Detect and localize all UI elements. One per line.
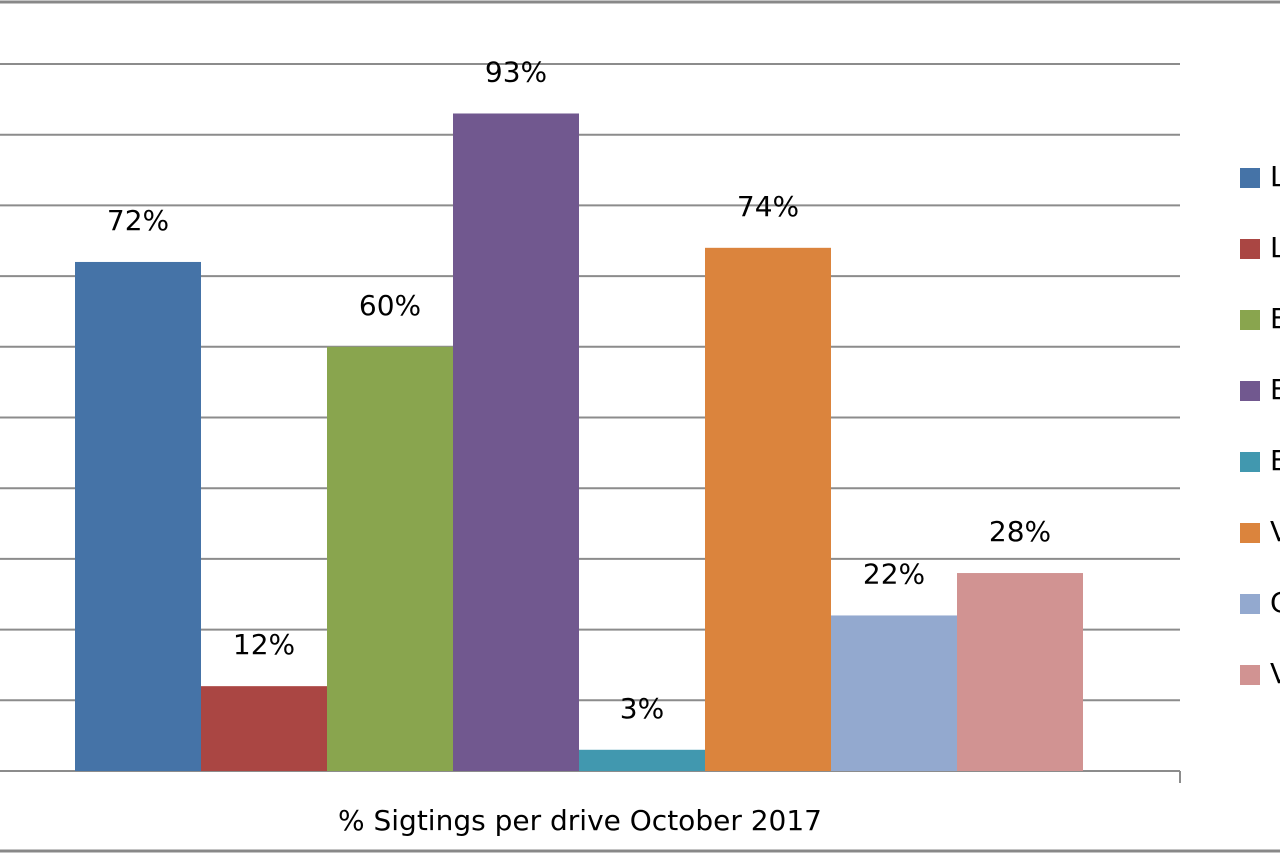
data-label: 28% bbox=[989, 515, 1051, 548]
data-label: 22% bbox=[863, 557, 925, 590]
legend-swatch bbox=[1240, 665, 1260, 685]
legend-label: E bbox=[1270, 373, 1280, 406]
legend-label: V bbox=[1270, 515, 1280, 548]
data-label: 60% bbox=[359, 289, 421, 322]
data-label: 3% bbox=[620, 692, 664, 725]
x-axis-label: % Sigtings per drive October 2017 bbox=[338, 804, 822, 837]
bar bbox=[453, 113, 579, 772]
legend-swatch bbox=[1240, 310, 1260, 330]
legend-swatch bbox=[1240, 381, 1260, 401]
bar bbox=[705, 247, 831, 771]
bar bbox=[75, 261, 201, 771]
data-label: 12% bbox=[233, 628, 295, 661]
data-label: 72% bbox=[107, 204, 169, 237]
legend-swatch bbox=[1240, 452, 1260, 472]
legend-label: E bbox=[1270, 444, 1280, 477]
legend-label: L bbox=[1270, 231, 1280, 264]
bar bbox=[831, 615, 957, 771]
data-label: 74% bbox=[737, 190, 799, 223]
legend-swatch bbox=[1240, 168, 1260, 188]
bar bbox=[327, 346, 453, 771]
data-label: 93% bbox=[485, 55, 547, 88]
legend-label: L bbox=[1270, 160, 1280, 193]
bar bbox=[201, 686, 327, 771]
legend-swatch bbox=[1240, 239, 1260, 259]
legend-label: C bbox=[1270, 586, 1280, 619]
legend-label: V bbox=[1270, 657, 1280, 690]
bar bbox=[957, 573, 1083, 771]
legend-label: E bbox=[1270, 302, 1280, 335]
legend-swatch bbox=[1240, 523, 1260, 543]
legend-swatch bbox=[1240, 594, 1260, 614]
bar bbox=[579, 749, 705, 771]
